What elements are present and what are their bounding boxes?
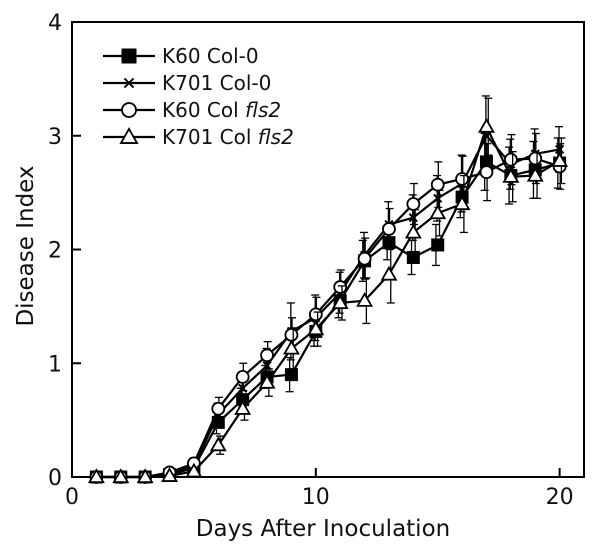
y-tick-label: 0 <box>48 466 62 491</box>
legend-item: K60 Col-0 <box>103 44 259 68</box>
legend-item: K701 Col fls2 <box>103 125 294 149</box>
marker-circle <box>407 198 419 210</box>
legend-item: K60 Col fls2 <box>103 98 281 122</box>
legend-label-italic: fls2 <box>245 98 281 122</box>
marker-square <box>122 49 136 63</box>
marker-triangle <box>382 268 396 280</box>
x-tick-label: 0 <box>65 485 79 510</box>
y-tick-label: 2 <box>48 239 62 264</box>
marker-square <box>432 239 444 251</box>
series-line <box>96 136 559 477</box>
marker-triangle <box>211 438 225 450</box>
y-tick-label: 3 <box>48 125 62 150</box>
legend-label-main: K701 Col <box>162 125 258 149</box>
marker-circle <box>480 166 492 178</box>
axes: 0 10 20 0 1 2 3 4 <box>48 11 584 510</box>
series-k60-col-fls2 <box>90 133 565 483</box>
legend-label-main: K701 Col-0 <box>162 71 271 95</box>
legend-item: K701 Col-0 <box>103 71 271 95</box>
marker-circle <box>432 179 444 191</box>
series-k701-col-fls2 <box>89 98 566 482</box>
marker-circle <box>505 154 517 166</box>
marker-triangle <box>480 120 494 132</box>
marker-circle <box>237 371 249 383</box>
y-axis-title: Disease Index <box>13 165 39 326</box>
legend-label-main: K60 Col <box>162 98 245 122</box>
legend-label-main: K60 Col-0 <box>162 44 259 68</box>
marker-square <box>285 369 297 381</box>
legend-label: K60 Col fls2 <box>162 98 281 122</box>
series-k60-col-0 <box>90 133 565 483</box>
legend-label: K701 Col-0 <box>162 71 271 95</box>
legend-label: K60 Col-0 <box>162 44 259 68</box>
plot-frame <box>72 22 584 477</box>
x-tick-label: 10 <box>302 485 330 510</box>
legend-label-italic: fls2 <box>258 125 294 149</box>
marker-circle <box>334 281 346 293</box>
marker-circle <box>212 403 224 415</box>
marker-circle <box>310 308 322 320</box>
marker-circle <box>122 103 136 117</box>
marker-circle <box>456 173 468 185</box>
x-tick-label: 20 <box>546 485 574 510</box>
series-k701-col-0 <box>92 96 563 481</box>
marker-circle <box>261 349 273 361</box>
marker-square <box>407 251 419 263</box>
marker-circle <box>285 329 297 341</box>
marker-circle <box>383 223 395 235</box>
legend-label: K701 Col fls2 <box>162 125 294 149</box>
marker-circle <box>359 253 371 265</box>
marker-circle <box>529 153 541 165</box>
x-axis-title: Days After Inoculation <box>196 516 450 542</box>
series-line <box>96 162 559 477</box>
series-group <box>89 96 566 483</box>
y-tick-label: 4 <box>48 11 62 36</box>
y-tick-label: 1 <box>48 352 62 377</box>
